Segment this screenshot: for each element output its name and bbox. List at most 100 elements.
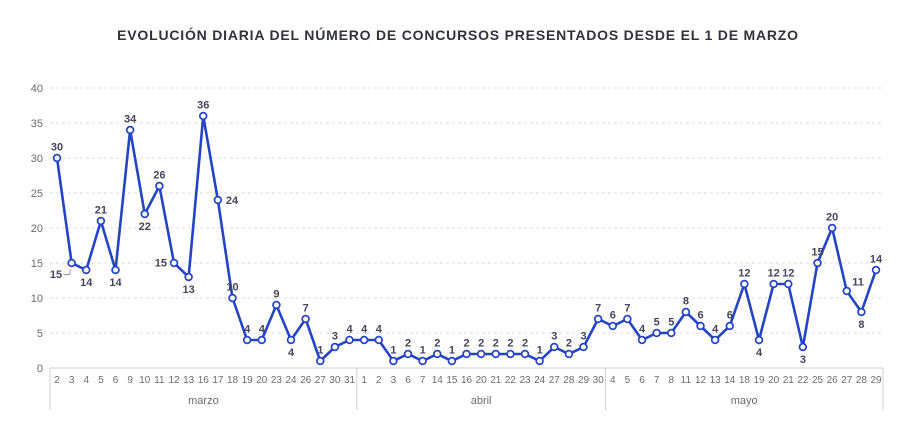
day-tick-label: 24 — [285, 375, 297, 386]
day-tick-label: 22 — [797, 375, 809, 386]
month-label: marzo — [188, 395, 219, 407]
data-point-marker — [857, 307, 866, 317]
data-point-label: 21 — [95, 205, 107, 217]
data-point-label: 4 — [288, 347, 295, 359]
day-tick-label: 16 — [198, 375, 210, 386]
data-point-label: 2 — [522, 338, 528, 350]
data-point-marker — [681, 307, 691, 317]
data-point-marker — [637, 335, 647, 345]
data-point-marker — [623, 314, 632, 324]
data-point-marker — [242, 335, 252, 345]
data-point-label: 4 — [244, 324, 251, 336]
data-point-label: 10 — [226, 282, 238, 294]
day-tick-label: 16 — [461, 375, 473, 386]
data-point-marker — [169, 258, 179, 268]
data-point-marker — [769, 279, 778, 289]
data-point-marker — [506, 349, 515, 359]
data-point-marker — [67, 258, 76, 268]
data-point-label: 15 — [811, 247, 823, 259]
data-point-marker — [52, 153, 62, 163]
data-point-label: 2 — [566, 338, 572, 350]
month-label: mayo — [731, 395, 758, 407]
day-tick-label: 12 — [168, 375, 180, 386]
data-point-marker — [433, 349, 442, 359]
day-tick-label: 3 — [69, 375, 75, 386]
data-point-marker — [403, 349, 413, 359]
data-point-label: 15 — [155, 258, 167, 270]
label-leader-line — [63, 269, 71, 275]
day-tick-label: 29 — [578, 375, 590, 386]
y-tick-label: 15 — [31, 258, 43, 270]
data-point-marker — [535, 356, 544, 366]
day-tick-label: 11 — [154, 375, 165, 386]
data-point-label: 24 — [226, 195, 239, 207]
day-tick-label: 13 — [710, 375, 722, 386]
data-point-label: 4 — [259, 324, 266, 336]
y-tick-label: 20 — [31, 223, 43, 235]
day-tick-label: 10 — [139, 375, 151, 386]
y-tick-label: 10 — [31, 293, 43, 305]
day-tick-label: 1 — [361, 375, 367, 386]
day-tick-label: 28 — [856, 375, 868, 386]
data-point-marker — [462, 349, 471, 359]
day-tick-label: 27 — [841, 375, 853, 386]
data-point-marker — [359, 335, 369, 345]
data-point-label: 2 — [478, 338, 484, 350]
data-point-marker — [96, 216, 106, 226]
data-point-label: 8 — [858, 319, 864, 331]
data-point-marker — [696, 321, 705, 331]
data-point-label: 4 — [712, 324, 719, 336]
data-point-label: 4 — [361, 324, 368, 336]
data-point-label: 12 — [782, 268, 794, 280]
data-line — [55, 115, 878, 364]
data-point-marker — [476, 349, 486, 359]
data-point-marker — [593, 314, 603, 324]
data-point-label: 15 — [50, 269, 62, 281]
data-point-label: 14 — [870, 254, 883, 266]
data-point-label: 6 — [697, 310, 703, 322]
day-tick-label: 4 — [610, 375, 616, 386]
data-point-marker — [579, 342, 588, 352]
day-tick-label: 23 — [519, 375, 531, 386]
day-tick-label: 27 — [549, 375, 561, 386]
day-tick-label: 17 — [212, 375, 224, 386]
data-point-marker — [549, 342, 559, 352]
data-point-marker — [301, 314, 310, 324]
data-point-label: 2 — [405, 338, 411, 350]
data-point-label: 14 — [80, 277, 93, 289]
data-point-marker — [564, 349, 574, 359]
day-tick-label: 20 — [476, 375, 488, 386]
data-point-marker — [389, 356, 398, 366]
data-point-label: 3 — [332, 331, 338, 343]
day-tick-label: 27 — [315, 375, 327, 386]
data-point-label: 3 — [580, 331, 586, 343]
data-point-label: 14 — [109, 277, 122, 289]
day-tick-label: 19 — [753, 375, 765, 386]
day-tick-label: 6 — [113, 375, 119, 386]
data-point-marker — [652, 328, 661, 338]
data-point-marker — [520, 349, 530, 359]
day-tick-label: 18 — [227, 375, 239, 386]
data-point-marker — [286, 335, 296, 345]
data-point-label: 1 — [390, 345, 396, 357]
day-tick-label: 21 — [490, 375, 502, 386]
day-tick-label: 18 — [739, 375, 751, 386]
data-point-label: 12 — [738, 268, 750, 280]
data-point-label: 30 — [51, 142, 63, 154]
day-tick-label: 25 — [812, 375, 824, 386]
data-point-marker — [184, 272, 193, 282]
y-tick-label: 35 — [31, 118, 43, 130]
data-point-marker — [418, 356, 427, 366]
data-point-label: 4 — [376, 324, 383, 336]
day-tick-label: 20 — [256, 375, 268, 386]
day-tick-label: 3 — [391, 375, 397, 386]
data-point-label: 36 — [197, 100, 209, 112]
day-tick-label: 4 — [83, 375, 89, 386]
data-point-label: 4 — [639, 324, 646, 336]
data-point-marker — [330, 342, 340, 352]
data-point-marker — [725, 321, 734, 331]
day-tick-label: 11 — [681, 375, 692, 386]
data-point-label: 3 — [800, 354, 806, 366]
